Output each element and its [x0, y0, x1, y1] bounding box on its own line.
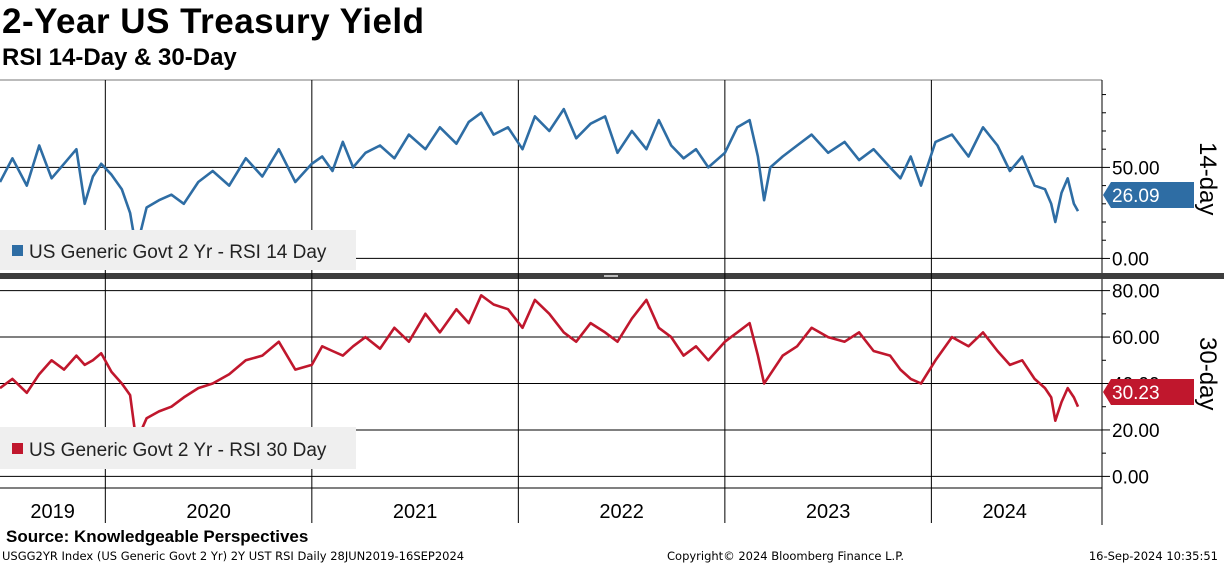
last-value-badge-14-day: [1103, 182, 1194, 208]
last-value-14-day: 26.09: [1112, 186, 1160, 207]
y-tick-label: 0.00: [1112, 467, 1149, 488]
y-tick-label: 50.00: [1112, 158, 1160, 179]
footer-timestamp: 16-Sep-2024 10:35:51: [1088, 549, 1218, 563]
legend-swatch-30-day: [12, 443, 23, 454]
divider-grip[interactable]: [604, 275, 618, 277]
year-label: 2024: [982, 501, 1027, 523]
panel-label-30-day: 30-day: [1194, 337, 1221, 410]
year-label: 2022: [599, 501, 644, 523]
panel-label-14-day: 14-day: [1194, 142, 1221, 215]
legend-label-30-day: US Generic Govt 2 Yr - RSI 30 Day: [29, 440, 327, 461]
year-label: 2021: [393, 501, 438, 523]
y-tick-label: 60.00: [1112, 328, 1160, 349]
badge-14-day: 26.09: [1103, 182, 1194, 208]
year-label: 2019: [30, 501, 75, 523]
legend-label-14-day: US Generic Govt 2 Yr - RSI 14 Day: [29, 242, 327, 263]
source-note: Source: Knowledgeable Perspectives: [6, 527, 309, 546]
y-tick-label: 0.00: [1112, 249, 1149, 270]
footer-copyright: Copyright© 2024 Bloomberg Finance L.P.: [667, 549, 904, 563]
rsi-14-day-series: [0, 107, 1080, 251]
y-tick-label: 20.00: [1112, 421, 1160, 442]
year-labels: 2019 2020 2021 2022 2023 2024: [30, 501, 1027, 523]
year-label: 2020: [186, 501, 231, 523]
last-value-badge-30-day: [1103, 379, 1194, 405]
chart-title: 2-Year US Treasury Yield: [2, 2, 425, 41]
top-legend: US Generic Govt 2 Yr - RSI 14 Day: [0, 230, 356, 270]
rsi-30-day-series: [0, 293, 1080, 443]
footer-index-info: USGG2YR Index (US Generic Govt 2 Yr) 2Y …: [2, 549, 465, 563]
year-label: 2023: [806, 501, 851, 523]
top-y-ticks: 0.00 50.00: [1102, 94, 1160, 270]
chart-subtitle: RSI 14-Day & 30-Day: [2, 44, 237, 71]
y-tick-label: 80.00: [1112, 282, 1160, 303]
badge-30-day: 30.23: [1103, 379, 1194, 405]
last-value-30-day: 30.23: [1112, 383, 1160, 404]
legend-swatch-14-day: [12, 245, 23, 256]
bottom-legend: US Generic Govt 2 Yr - RSI 30 Day: [0, 427, 356, 469]
